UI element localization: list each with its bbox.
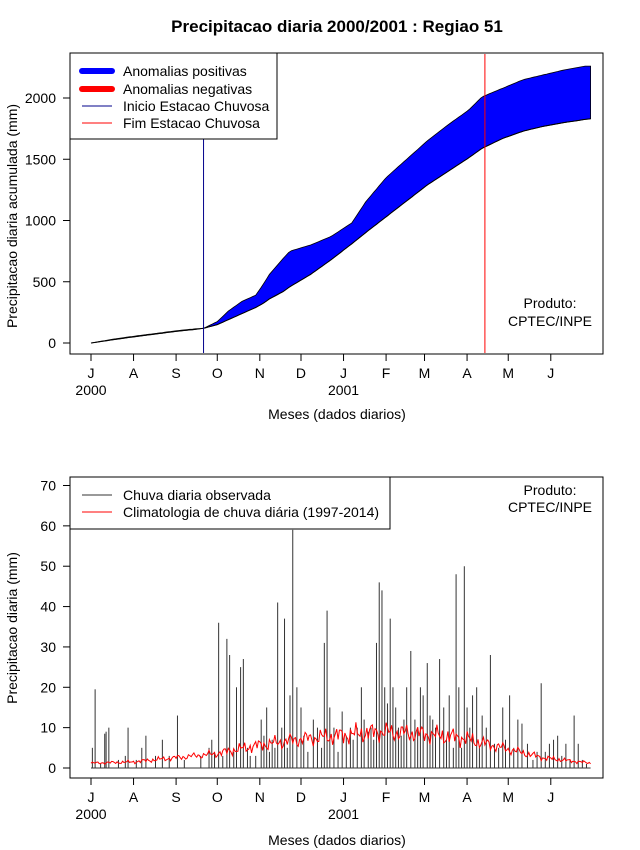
cumulative-credit-line2: CPTEC/INPE (508, 313, 592, 329)
daily-x-year-label: 2001 (328, 806, 359, 822)
climatology-cumulative-line (90, 118, 591, 344)
daily-y-tick-label: 70 (40, 478, 56, 494)
daily-x-tick-label: O (212, 789, 223, 805)
cumulative-x-year-label: 2000 (75, 382, 106, 398)
daily-x-tick-label: A (462, 789, 472, 805)
daily-x-tick-label: J (88, 789, 95, 805)
cumulative-y-tick-label: 2000 (25, 90, 56, 106)
daily-legend-box (69, 476, 391, 530)
daily-y-tick-label: 50 (40, 558, 56, 574)
cumulative-y-axis: 0 500 1000 1500 2000 (25, 90, 71, 351)
daily-x-tick-label: M (419, 789, 431, 805)
chart-title: Precipitacao diaria 2000/2001 : Regiao 5… (171, 17, 503, 36)
daily-x-tick-label: A (129, 789, 139, 805)
cumulative-legend: Anomalias positivas Anomalias negativas … (69, 52, 278, 140)
daily-plot-area (90, 529, 591, 769)
daily-credit-line1: Produto: (524, 482, 577, 498)
legend-label-observed: Chuva diaria observada (123, 487, 271, 503)
cumulative-y-tick-label: 500 (33, 274, 57, 290)
cumulative-y-tick-label: 0 (48, 335, 56, 351)
cumulative-y-tick-label: 1500 (25, 151, 56, 167)
daily-y-axis-label: Precipitacao diaria (mm) (4, 552, 20, 704)
cumulative-x-tick-label: J (88, 365, 95, 381)
cumulative-x-tick-label: S (171, 365, 180, 381)
legend-label-season-end: Fim Estacao Chuvosa (123, 115, 260, 131)
cumulative-x-tick-label: F (382, 365, 391, 381)
cumulative-x-tick-label: D (296, 365, 306, 381)
daily-x-tick-label: M (502, 789, 514, 805)
cumulative-credit-line1: Produto: (524, 295, 577, 311)
daily-x-tick-label: F (382, 789, 391, 805)
daily-y-axis: 0 10 20 30 40 50 60 70 (40, 478, 71, 776)
daily-x-tick-label: N (255, 789, 265, 805)
daily-legend: Chuva diaria observada Climatologia de c… (69, 476, 391, 530)
daily-y-tick-label: 20 (40, 679, 56, 695)
daily-y-tick-label: 0 (48, 760, 56, 776)
daily-x-axis-label: Meses (dados diarios) (268, 832, 406, 848)
cumulative-x-axis-label: Meses (dados diarios) (268, 406, 406, 422)
cumulative-x-year-label: 2001 (328, 382, 359, 398)
daily-x-tick-label: D (296, 789, 306, 805)
cumulative-x-tick-label: M (502, 365, 514, 381)
cumulative-x-tick-label: O (212, 365, 223, 381)
legend-label-negative: Anomalias negativas (123, 81, 252, 97)
cumulative-y-axis-label: Precipitacao diaria acumulada (mm) (4, 104, 20, 328)
cumulative-y-tick-label: 1000 (25, 213, 56, 229)
daily-x-tick-label: S (171, 789, 180, 805)
cumulative-x-tick-label: J (340, 365, 347, 381)
daily-y-tick-label: 60 (40, 518, 56, 534)
legend-label-season-start: Inicio Estacao Chuvosa (123, 98, 270, 114)
cumulative-x-tick-label: J (547, 365, 554, 381)
daily-x-tick-label: J (547, 789, 554, 805)
cumulative-x-tick-label: M (419, 365, 431, 381)
daily-x-tick-label: J (340, 789, 347, 805)
daily-credit-line2: CPTEC/INPE (508, 499, 592, 515)
cumulative-legend-box (69, 52, 278, 140)
daily-y-tick-label: 40 (40, 599, 56, 615)
cumulative-x-tick-label: N (255, 365, 265, 381)
legend-label-positive: Anomalias positivas (123, 63, 247, 79)
cumulative-x-tick-label: A (462, 365, 472, 381)
daily-y-tick-label: 30 (40, 639, 56, 655)
climatology-daily-line (90, 722, 591, 765)
cumulative-x-tick-label: A (129, 365, 139, 381)
legend-label-climatology: Climatologia de chuva diária (1997-2014) (123, 504, 379, 520)
daily-y-tick-label: 10 (40, 720, 56, 736)
daily-x-year-label: 2000 (75, 806, 106, 822)
